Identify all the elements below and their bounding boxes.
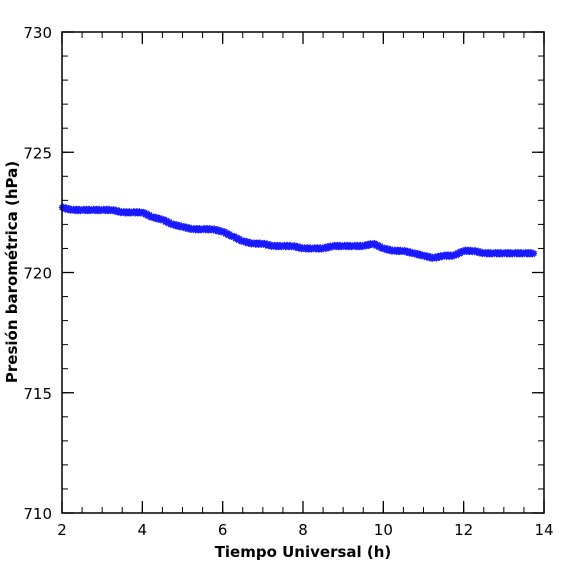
plot-frame	[61, 31, 545, 514]
data-points	[58, 203, 538, 262]
x-tick-label: 4	[138, 521, 148, 539]
y-tick-label: 725	[23, 144, 52, 162]
data-point	[530, 250, 538, 257]
y-tick-label: 720	[23, 265, 52, 283]
x-tick-label: 2	[57, 521, 67, 539]
tick-labels: 2 4 6 8 10 12 14 710 715 720 725 730	[23, 24, 553, 539]
x-tick-label: 6	[218, 521, 228, 539]
y-tick-label: 730	[23, 24, 52, 42]
y-tick-label: 710	[23, 505, 52, 523]
x-tick-label: 14	[534, 521, 553, 539]
y-axis-title: Presión barométrica (hPa)	[3, 161, 21, 383]
x-tick-label: 8	[298, 521, 308, 539]
x-axis-title: Tiempo Universal (h)	[215, 543, 392, 561]
y-tick-label: 715	[23, 385, 52, 403]
minor-ticks	[61, 31, 545, 514]
major-ticks	[61, 31, 545, 514]
x-tick-label: 12	[454, 521, 473, 539]
x-tick-label: 10	[374, 521, 393, 539]
